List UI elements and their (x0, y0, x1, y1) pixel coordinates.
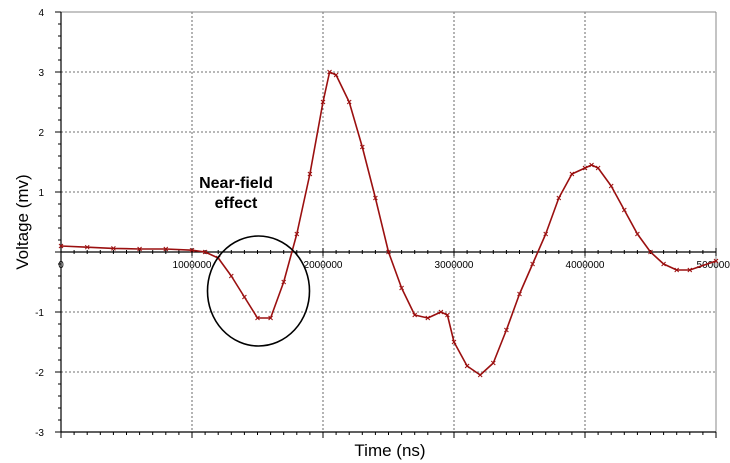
data-point (589, 162, 594, 168)
annotation-label: Near-field effect (199, 175, 273, 212)
x-axis-title: Time (ns) (354, 441, 425, 460)
data-point (255, 315, 260, 321)
data-point (621, 207, 627, 213)
data-point (58, 243, 64, 249)
data-point (189, 247, 195, 253)
data-point (608, 183, 614, 189)
data-point (635, 231, 640, 237)
y-tick-label: -3 (35, 428, 44, 439)
data-point (412, 312, 418, 318)
data-point (451, 339, 457, 345)
data-point (163, 246, 169, 252)
data-point (281, 279, 287, 285)
data-point (307, 171, 313, 177)
data-point (228, 273, 234, 279)
y-tick-label: 3 (38, 68, 44, 79)
data-point (464, 363, 470, 369)
annotation-circle (206, 235, 311, 347)
data-point (569, 171, 575, 177)
data-point (477, 372, 483, 378)
data-point (530, 261, 535, 267)
data-point (445, 312, 450, 318)
data-point (346, 99, 352, 105)
data-point (268, 315, 273, 321)
axes: 0100000020000003000000400000050000004321… (35, 8, 730, 439)
data-point (320, 99, 326, 105)
data-point (359, 144, 365, 150)
data-point (674, 267, 680, 273)
y-tick-label: 2 (38, 128, 44, 139)
data-point (294, 231, 300, 237)
data-point (490, 360, 496, 366)
annotation: Near-field effect (199, 175, 311, 347)
data-point (504, 327, 509, 333)
series-line (60, 71, 717, 376)
y-tick-label: -1 (35, 308, 44, 319)
y-tick-label: 4 (38, 8, 44, 19)
data-point (425, 315, 431, 321)
data-point (543, 231, 549, 237)
data-point (137, 246, 142, 252)
data-point (648, 249, 653, 255)
y-axis-title: Voltage (mv) (13, 174, 32, 269)
data-point (373, 195, 378, 201)
x-tick-label: 5000000 (697, 260, 730, 271)
annotation-label-line: Near-field (199, 175, 273, 192)
y-tick-label: -2 (35, 368, 44, 379)
grid (61, 12, 716, 432)
data-point (202, 249, 208, 255)
x-tick-label: 2000000 (304, 260, 343, 271)
data-point (327, 69, 332, 75)
data-point (661, 261, 666, 267)
data-point (386, 249, 391, 255)
data-point (713, 258, 719, 264)
data-point (399, 285, 404, 291)
data-point (242, 294, 247, 300)
data-point (582, 165, 588, 171)
x-tick-label: 3000000 (435, 260, 474, 271)
data-point (111, 246, 116, 251)
data-point (556, 195, 562, 201)
data-point (333, 72, 339, 78)
data-point (595, 165, 601, 171)
data-point (438, 309, 444, 315)
data-point (517, 291, 522, 297)
annotation-label-line: effect (215, 195, 258, 212)
data-point (84, 244, 90, 250)
x-tick-label: 1000000 (173, 260, 212, 271)
data-series (58, 69, 719, 378)
y-tick-label: 1 (38, 188, 44, 199)
x-tick-label: 4000000 (566, 260, 605, 271)
data-point (687, 267, 693, 273)
